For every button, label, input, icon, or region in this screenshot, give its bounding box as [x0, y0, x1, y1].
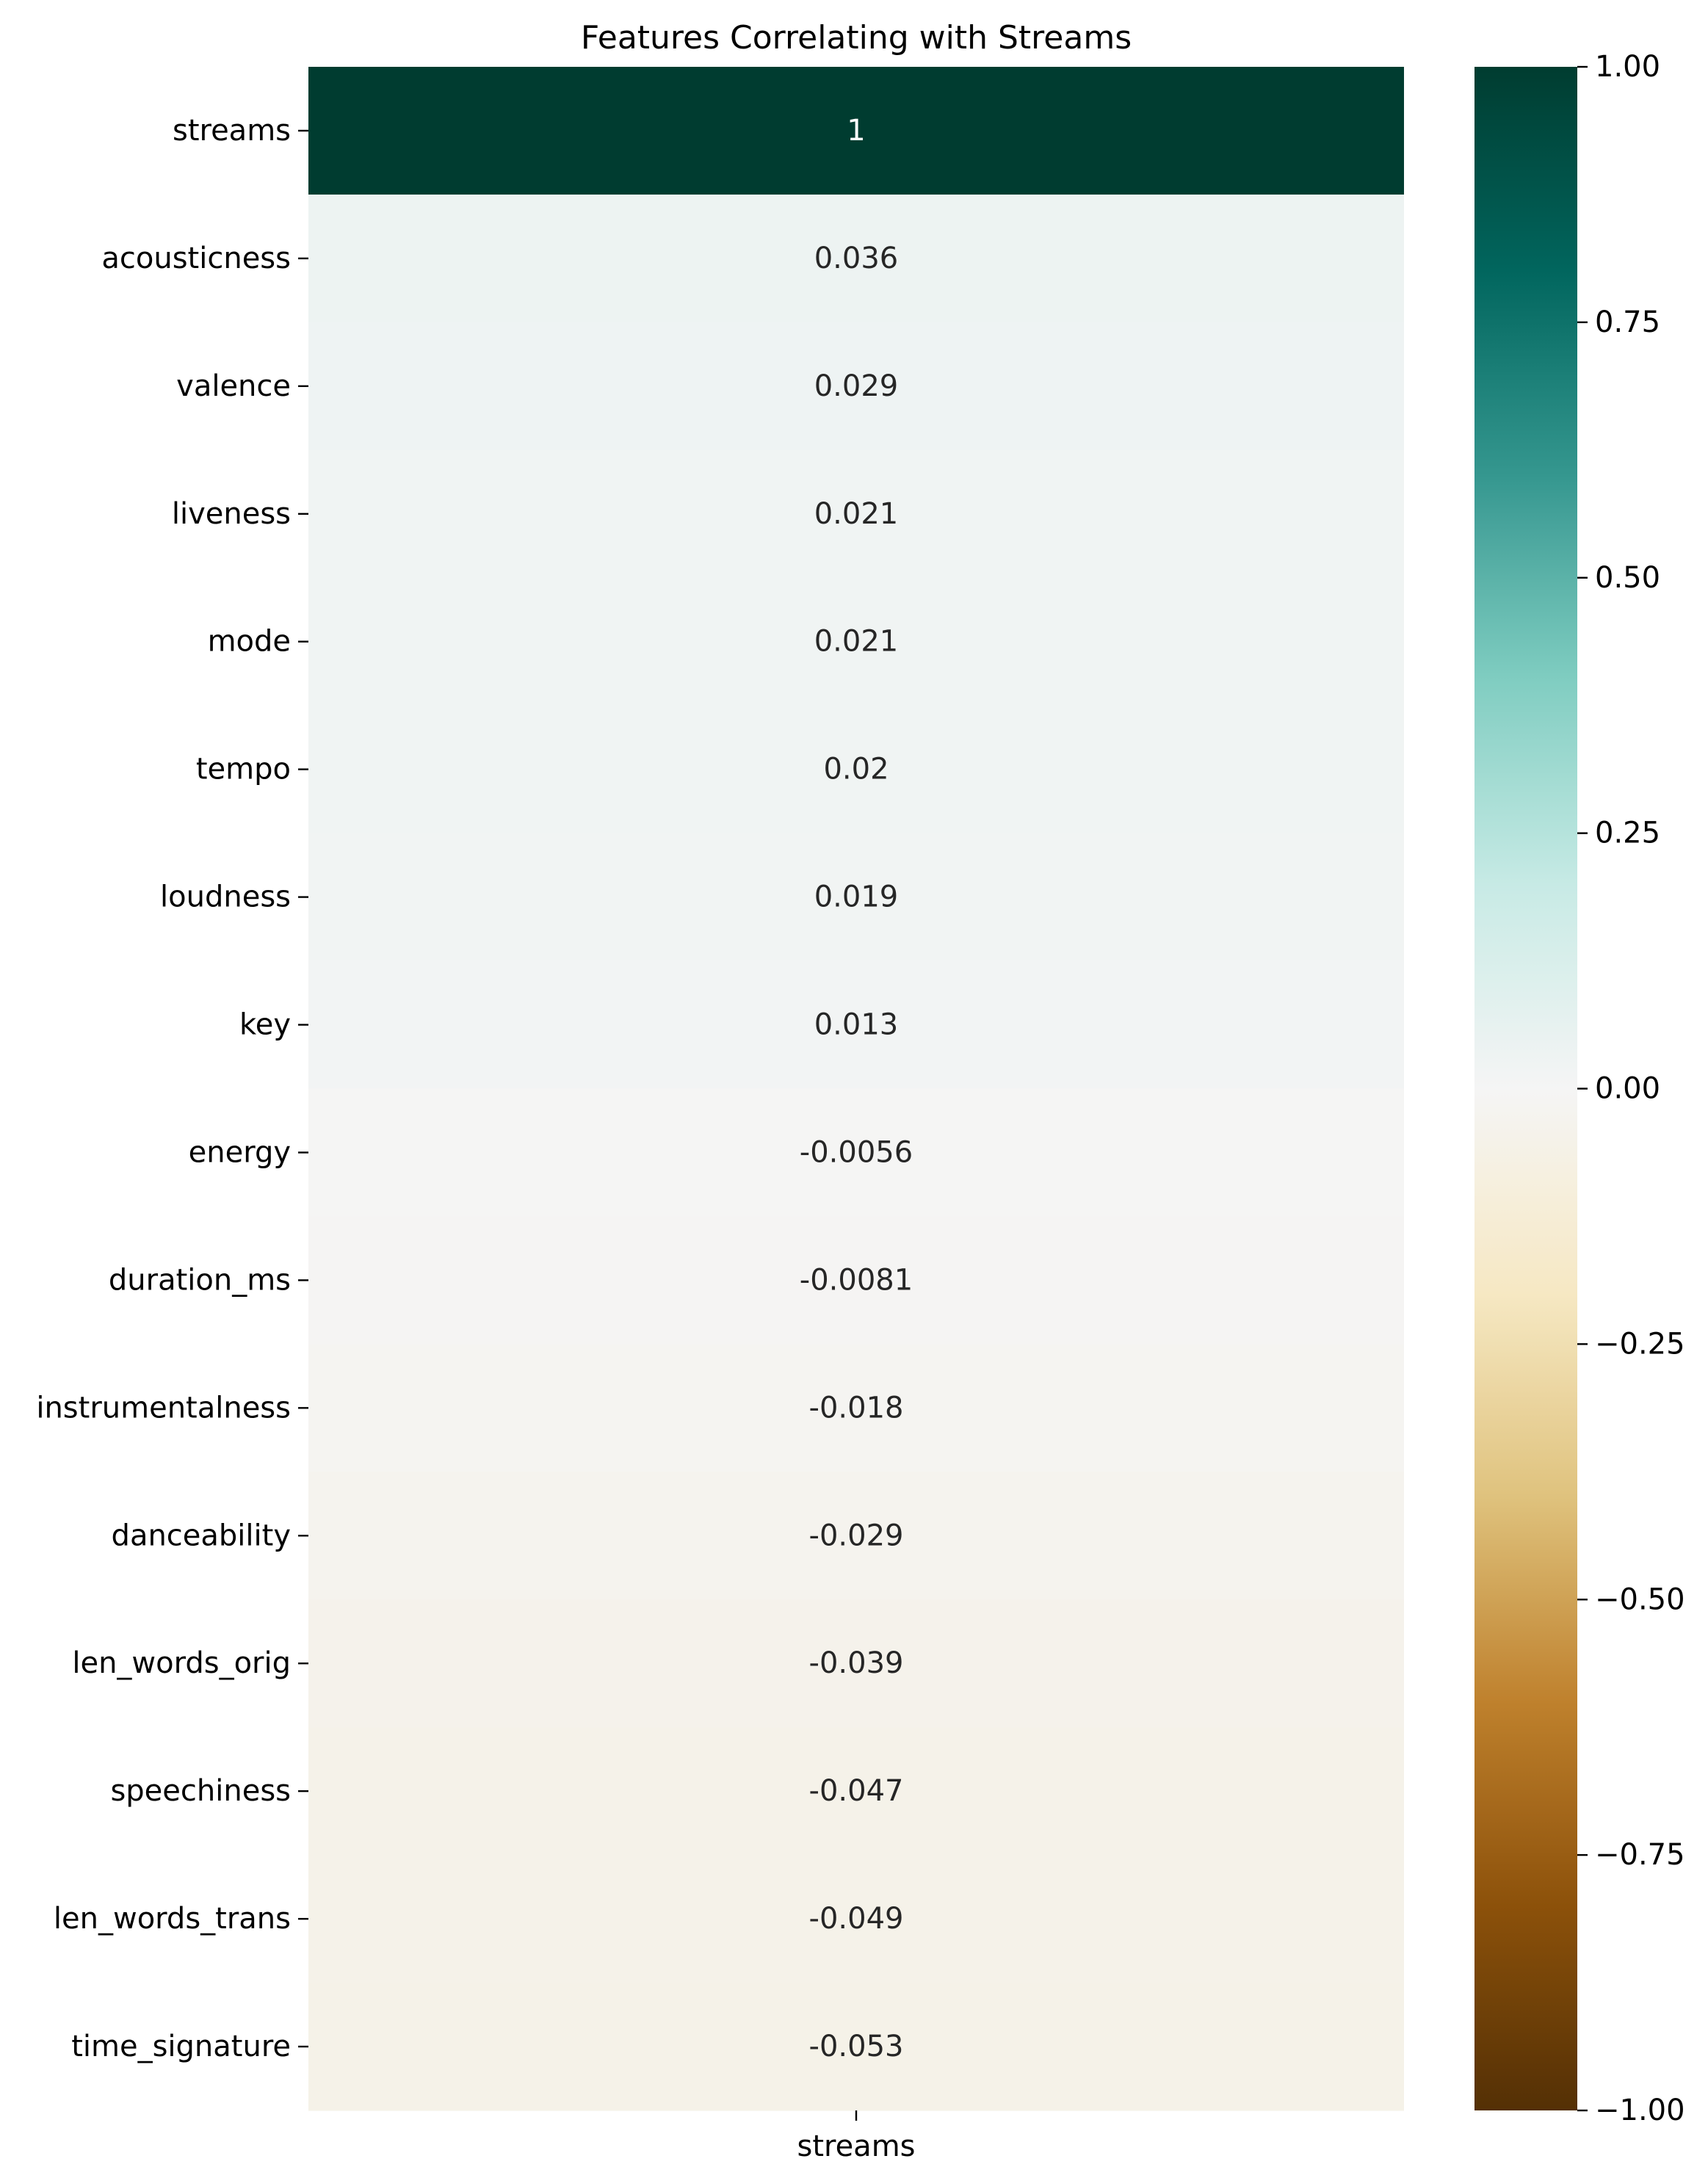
y-tick-label: valence	[176, 369, 291, 403]
y-tick-label: danceability	[112, 1519, 291, 1552]
heatmap-cell	[308, 705, 1404, 834]
heatmap-cell	[308, 1088, 1404, 1218]
y-tick-label: len_words_trans	[54, 1902, 291, 1936]
x-tick-label: streams	[797, 2130, 915, 2163]
heatmap-cell	[308, 833, 1404, 962]
heatmap-cell	[308, 1472, 1404, 1600]
colorbar-tick-label: −0.75	[1595, 1838, 1685, 1872]
heatmap-cell	[308, 1855, 1404, 1983]
cell-value-label: 0.019	[814, 880, 899, 914]
y-tick-label: duration_ms	[109, 1263, 291, 1297]
chart-title: Features Correlating with Streams	[581, 19, 1132, 57]
cell-value-label: -0.0081	[800, 1263, 913, 1297]
colorbar-tick-label: 0.50	[1595, 561, 1660, 595]
heatmap-cell	[308, 1599, 1404, 1728]
cell-value-label: 1	[847, 114, 865, 148]
cell-value-label: 0.02	[823, 753, 889, 786]
cell-value-label: 0.013	[814, 1008, 899, 1042]
cell-value-label: -0.018	[809, 1391, 904, 1425]
colorbar-tick-label: −1.00	[1595, 2094, 1685, 2127]
colorbar-tick-label: 0.00	[1595, 1072, 1660, 1106]
y-axis: streams acousticness valence liveness mode te…	[36, 114, 308, 2063]
cell-value-label: 0.021	[814, 625, 899, 659]
colorbar-tick-label: −0.25	[1595, 1327, 1685, 1361]
cell-value-label: -0.039	[809, 1646, 904, 1680]
colorbar-tick-label: 1.00	[1595, 50, 1660, 84]
heatmap-cell	[308, 449, 1404, 579]
cell-value-label: -0.047	[809, 1774, 904, 1808]
heatmap-cell	[308, 67, 1404, 195]
y-tick-label: time_signature	[71, 2030, 291, 2063]
y-tick-label: len_words_orig	[72, 1646, 291, 1680]
y-tick-label: loudness	[160, 880, 291, 914]
cell-value-label: -0.053	[809, 2030, 904, 2063]
y-tick-label: liveness	[172, 497, 291, 531]
heatmap-cell	[308, 1344, 1404, 1472]
colorbar-ticks: 1.00 0.75 0.50 0.25 0.00 −0.25 −0.50 −0.75 −1.00	[1577, 50, 1685, 2127]
y-tick-label: tempo	[196, 753, 291, 786]
y-tick-label: energy	[189, 1135, 291, 1169]
cell-value-label: -0.049	[809, 1902, 904, 1936]
colorbar-gradient	[1474, 67, 1577, 2110]
cell-value-label: 0.021	[814, 497, 899, 531]
y-tick-label: acousticness	[101, 242, 291, 275]
cell-value-label: 0.029	[814, 369, 899, 403]
cell-value-label: -0.0056	[800, 1135, 913, 1169]
heatmap-cell	[308, 960, 1404, 1090]
y-tick-label: speechiness	[110, 1774, 291, 1808]
colorbar: 1.00 0.75 0.50 0.25 0.00 −0.25 −0.50 −0.75 −1.00	[1474, 50, 1685, 2127]
colorbar-tick-label: 0.25	[1595, 817, 1660, 850]
cell-value-label: 0.036	[814, 242, 899, 275]
y-tick-label: key	[239, 1008, 291, 1042]
heatmap-cell-labels: 1 0.036 0.029 0.021 0.021 0.02 0.019 0.013 -0.00…	[800, 114, 913, 2063]
colorbar-tick-label: 0.75	[1595, 305, 1660, 339]
heatmap-cell	[308, 1727, 1404, 1856]
y-tick-label: instrumentalness	[36, 1391, 291, 1425]
heatmap-cell	[308, 577, 1404, 706]
heatmap-cell	[308, 1983, 1404, 2111]
heatmap-cell	[308, 1216, 1404, 1345]
cell-value-label: -0.029	[809, 1519, 904, 1552]
y-tick-label: mode	[208, 625, 291, 659]
x-axis: streams	[797, 2110, 916, 2163]
heatmap-cells	[308, 67, 1404, 2111]
y-tick-label: streams	[173, 114, 291, 148]
colorbar-tick-label: −0.50	[1595, 1582, 1685, 1616]
heatmap-cell	[308, 194, 1404, 323]
heatmap-cell	[308, 322, 1404, 451]
